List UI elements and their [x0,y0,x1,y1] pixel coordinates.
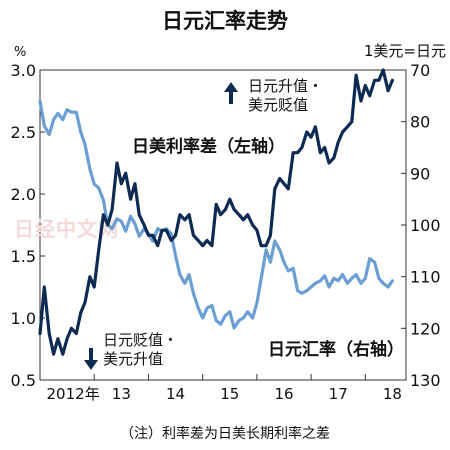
down-arrow-icon [84,348,98,370]
annotation-yen-up-line2: 美元贬值 [248,96,308,114]
series-label-yen-rate: 日元汇率（右轴） [268,339,404,360]
series-line-rate-diff [38,99,394,330]
annotation-yen-down: 日元贬值・ 美元升值 [84,331,178,370]
left-tick-label: 3.0 [11,61,36,80]
annotation-yen-up-line1: 日元升值・ [248,77,323,95]
x-tick-label: 14 [166,385,185,403]
x-tick-label: 15 [220,385,239,403]
right-axis: 70 80 90 100 110 120 130 [401,61,441,390]
x-tick-label: 18 [383,385,402,403]
annotation-yen-down-line2: 美元升值 [103,350,163,368]
right-tick-label: 80 [410,113,430,132]
left-tick-label: 0.5 [11,371,36,390]
footnote: （注）利率差为日美长期利率之差 [120,425,330,442]
right-tick-label: 130 [410,371,441,390]
chart-title: 日元汇率走势 [162,9,288,33]
right-tick-label: 100 [410,216,441,235]
right-axis-unit: 1美元=日元 [364,42,446,60]
x-axis: 2012年 13 14 15 16 17 18 [47,374,402,403]
annotation-yen-up: 日元升值・ 美元贬值 [224,77,323,114]
up-arrow-icon [224,82,238,104]
left-tick-label: 1.0 [11,309,36,328]
right-tick-label: 120 [410,319,441,338]
series-label-rate-diff: 日美利率差（左轴） [132,136,285,157]
series-layer [38,68,394,356]
left-axis-unit: % [14,45,26,60]
left-tick-label: 1.5 [11,247,36,266]
series-line-yen-rate [38,68,394,356]
left-tick-label: 2.0 [11,185,36,204]
x-tick-label: 16 [274,385,293,403]
annotation-yen-down-line1: 日元贬值・ [103,331,178,349]
right-tick-label: 70 [410,61,430,80]
x-tick-label: 17 [329,385,348,403]
left-tick-label: 2.5 [11,123,36,142]
right-tick-label: 90 [410,164,430,183]
x-tick-label: 13 [112,385,131,403]
x-tick-label: 2012年 [47,385,100,403]
right-tick-label: 110 [410,268,441,287]
